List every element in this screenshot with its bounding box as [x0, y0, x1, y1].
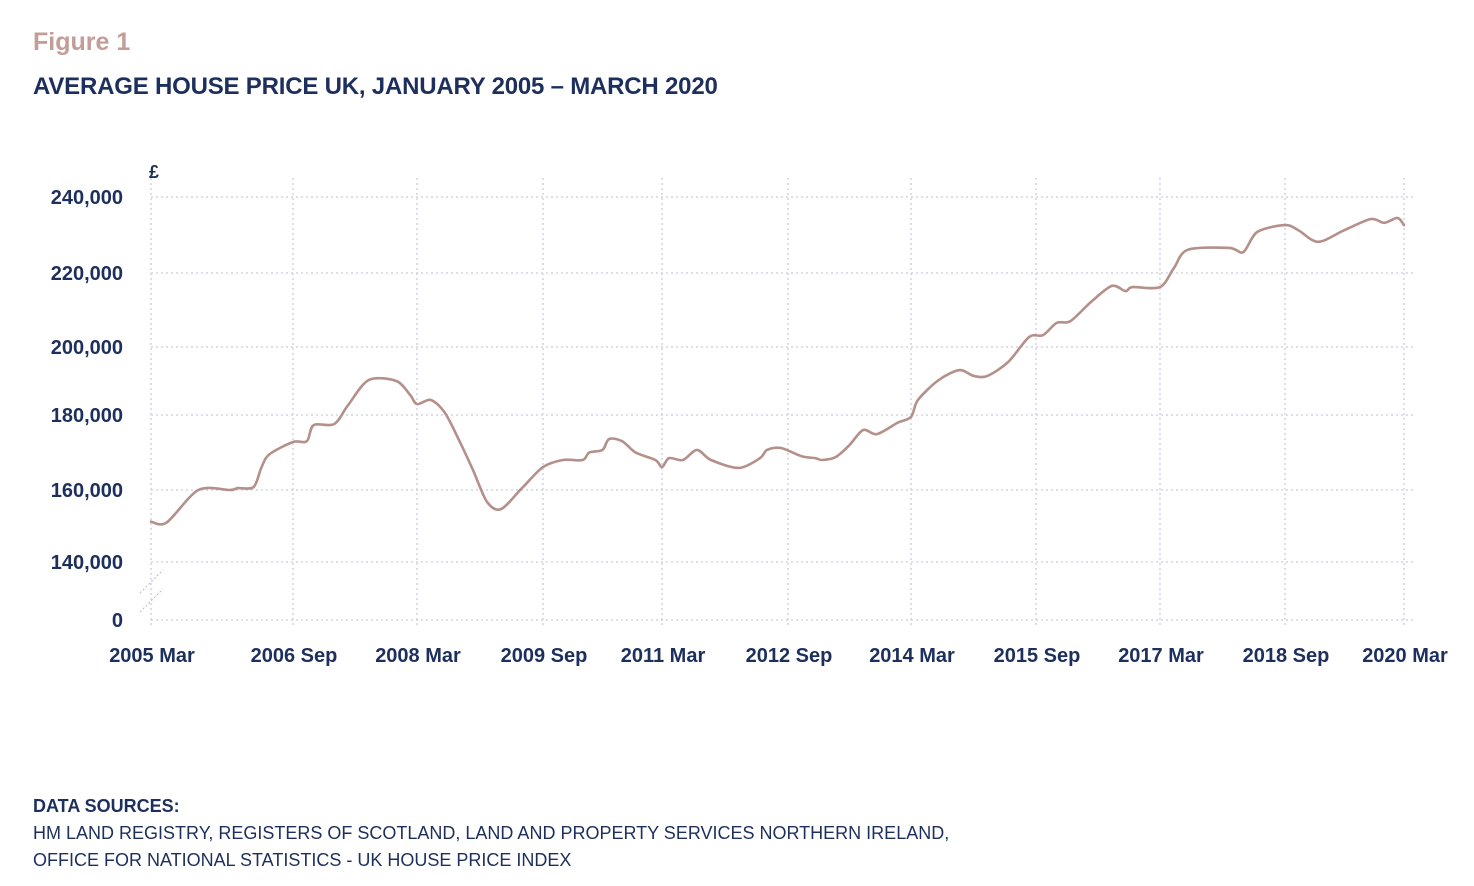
x-tick-label: 2011 Mar — [621, 645, 706, 667]
data-sources: DATA SOURCES: HM LAND REGISTRY, REGISTER… — [33, 793, 949, 874]
y-tick-label: 0 — [112, 610, 123, 632]
y-axis-unit-label: £ — [149, 162, 159, 182]
axis-break-mark — [139, 588, 164, 613]
y-tick-label: 160,000 — [51, 480, 123, 502]
x-tick-label: 2008 Mar — [375, 645, 461, 667]
sources-line-1: HM LAND REGISTRY, REGISTERS OF SCOTLAND,… — [33, 823, 950, 843]
figure-label: Figure 1 — [33, 28, 131, 56]
y-tick-label: 240,000 — [51, 187, 123, 209]
x-tick-label: 2012 Sep — [746, 645, 833, 667]
data-points — [151, 218, 1404, 523]
y-tick-label: 180,000 — [51, 405, 123, 427]
sources-line-2: OFFICE FOR NATIONAL STATISTICS - UK HOUS… — [33, 850, 572, 870]
sources-heading: DATA SOURCES: — [33, 796, 180, 816]
x-tick-label: 2015 Sep — [994, 645, 1081, 667]
grid — [150, 178, 1416, 628]
x-tick-label: 2009 Sep — [501, 645, 588, 667]
x-tick-label: 2006 Sep — [251, 645, 338, 667]
chart-title: AVERAGE HOUSE PRICE UK, JANUARY 2005 – M… — [33, 73, 718, 100]
x-tick-label: 2018 Sep — [1243, 645, 1330, 667]
axis-break-marks — [139, 569, 164, 613]
axis-break-mark — [139, 569, 164, 594]
x-tick-label: 2005 Mar — [109, 645, 195, 667]
y-tick-label: 200,000 — [51, 337, 123, 359]
y-tick-labels: 240,000 220,000 200,000 180,000 160,000 140,0… — [51, 187, 123, 632]
x-tick-label: 2020 Mar — [1362, 645, 1448, 667]
x-tick-label: 2017 Mar — [1118, 645, 1204, 667]
x-tick-labels: 2005 Mar 2006 Sep 2008 Mar 2009 Sep 2011 Mar… — [109, 645, 1448, 667]
y-tick-label: 140,000 — [51, 552, 123, 574]
y-tick-label: 220,000 — [51, 263, 123, 285]
series-line — [149, 216, 1406, 526]
x-tick-label: 2014 Mar — [869, 645, 955, 667]
